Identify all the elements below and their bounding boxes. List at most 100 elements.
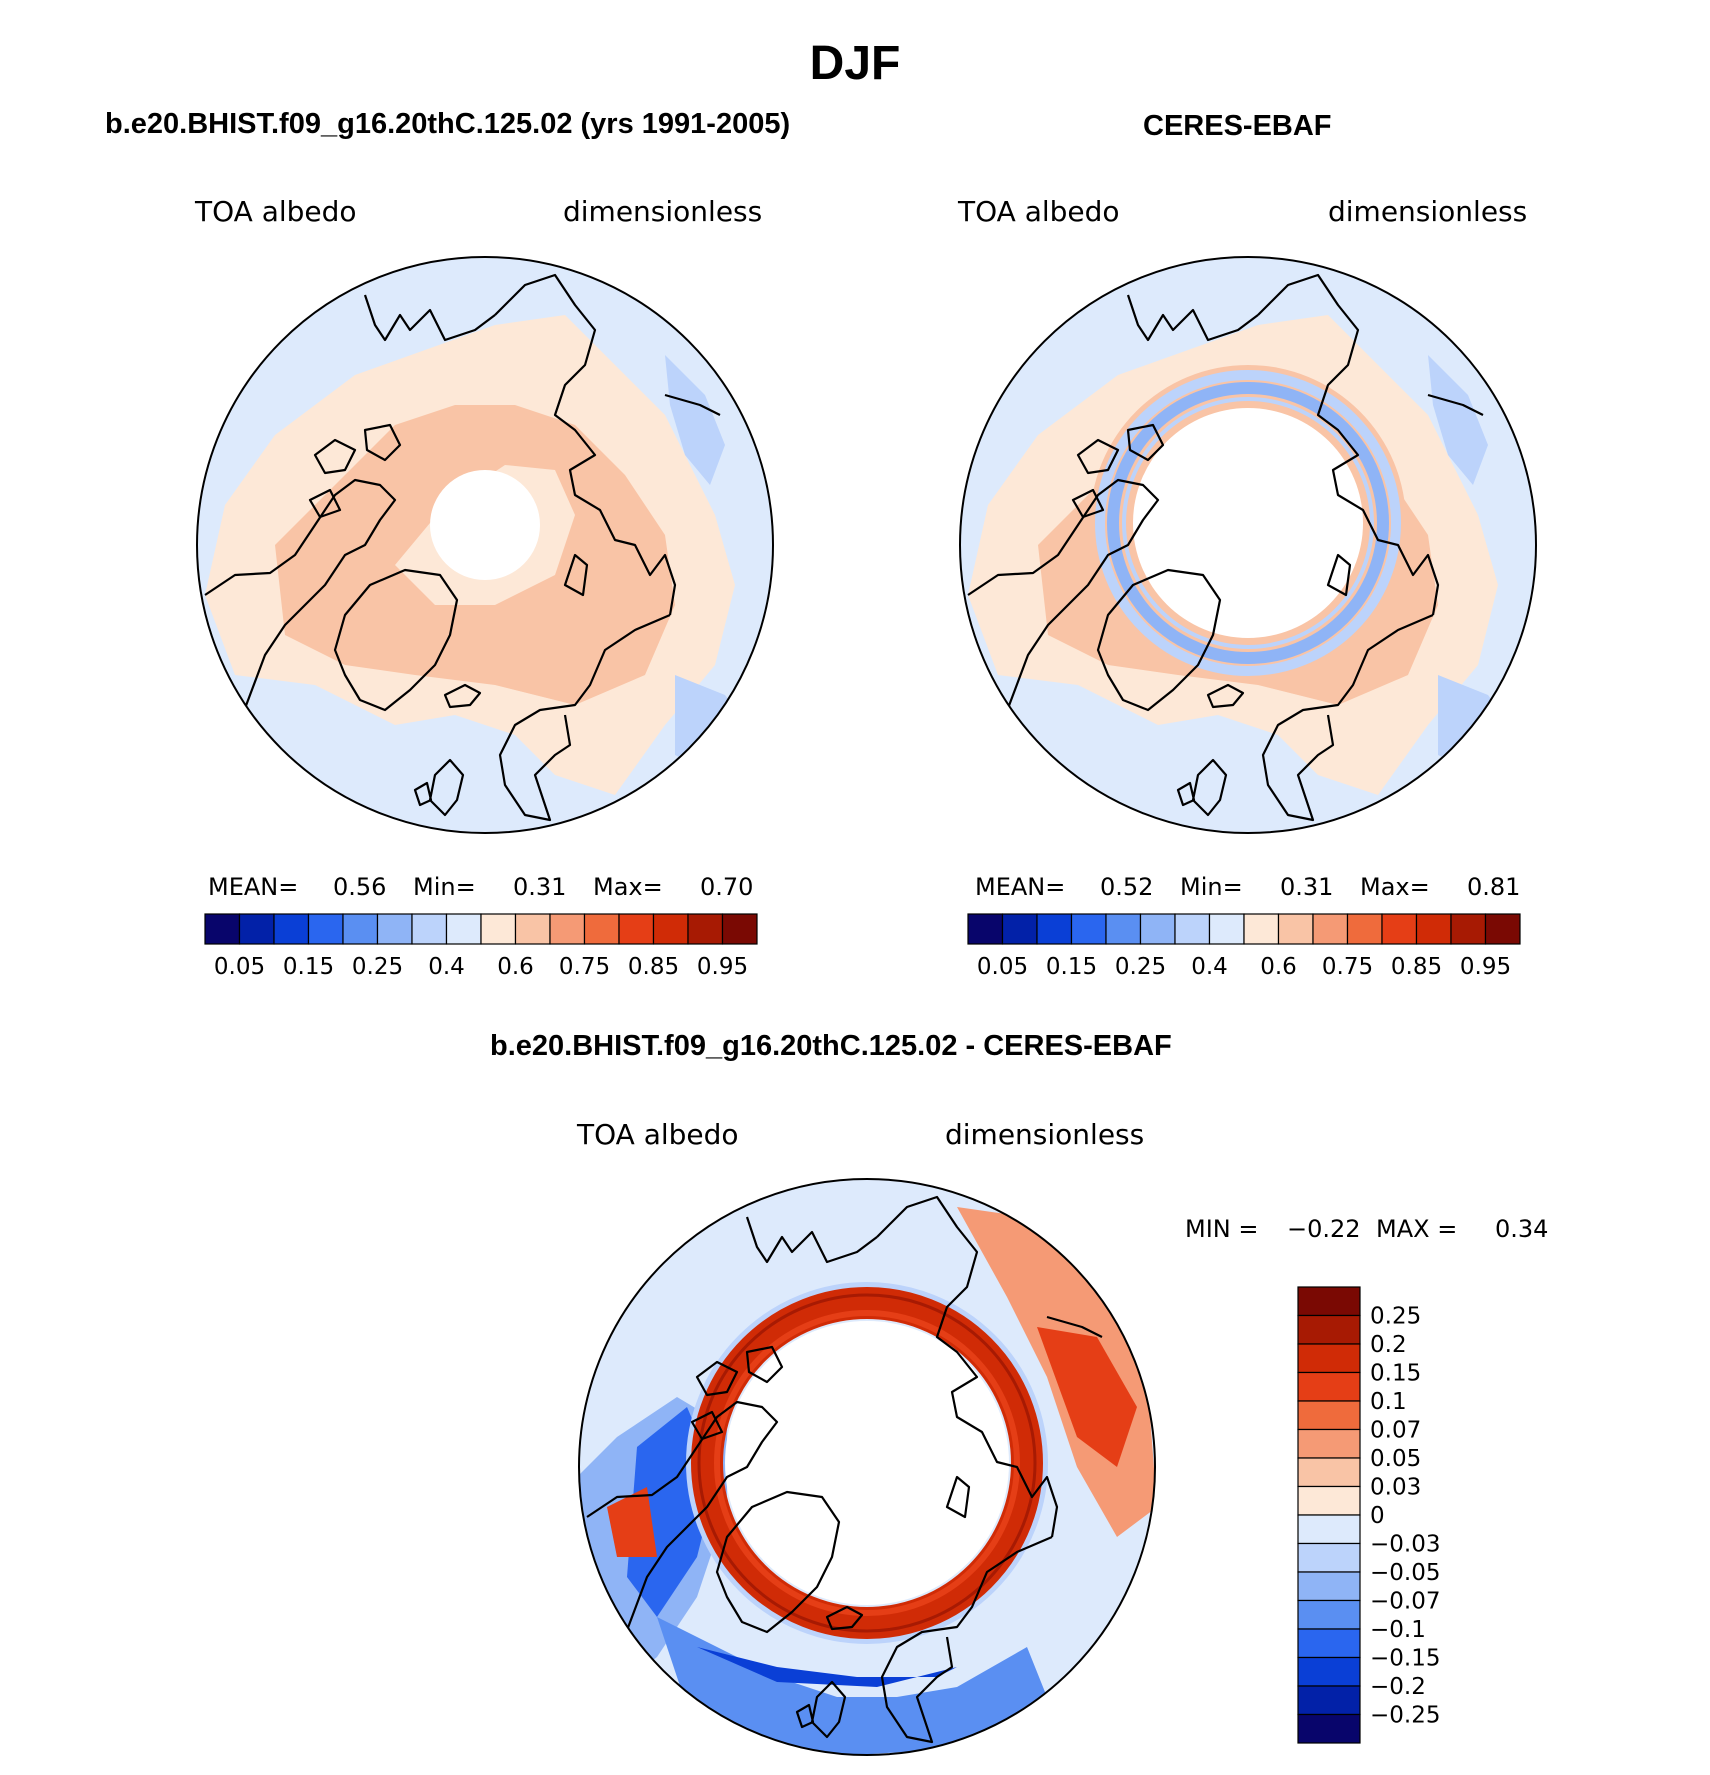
obs-colorbar-box (1105, 913, 1142, 945)
obs-coastline-iceland (1206, 683, 1245, 709)
obs-variable-label: TOA albedo (958, 195, 1120, 228)
diff-field (579, 1179, 1155, 1755)
diff-colorbar-box (1297, 1457, 1361, 1488)
obs-coastline-greenland (1096, 568, 1222, 712)
diff-colorbar-box (1297, 1685, 1361, 1716)
diff-colorbar-box (1297, 1485, 1361, 1516)
model-colorbar-box (342, 913, 379, 945)
model-colorbar-box (480, 913, 517, 945)
obs-colorbar-tick-label: 0.85 (1391, 954, 1442, 980)
model-stats-min-label: Min= (413, 873, 476, 901)
diff-colorbar-tick-label: −0.15 (1370, 1646, 1440, 1672)
diff-colorbar-tick-label: −0.07 (1370, 1589, 1440, 1615)
model-coastline-greenland (333, 568, 459, 712)
model-colorbar-box (445, 913, 482, 945)
diff-colorbar-tick-label: −0.1 (1370, 1617, 1426, 1643)
diff-coastline-iceland (825, 1605, 864, 1631)
obs-map-border (959, 256, 1537, 834)
diff-colorbar-tick-label: 0 (1370, 1503, 1385, 1529)
model-colorbar-box (376, 913, 413, 945)
model-colorbar-box (652, 913, 689, 945)
model-panel-title: b.e20.BHIST.f09_g16.20thC.125.02 (yrs 19… (105, 108, 791, 140)
model-field (197, 257, 773, 833)
obs-colorbar-box (1174, 913, 1211, 945)
obs-stats-max-value: 0.81 (1467, 873, 1521, 901)
obs-colorbar-tick-label: 0.4 (1191, 954, 1228, 980)
model-colorbar-tick-label: 0.25 (352, 954, 403, 980)
obs-colorbar-box (1346, 913, 1383, 945)
obs-colorbar-tick-label: 0.25 (1115, 954, 1166, 980)
obs-colorbar-tick-label: 0.95 (1460, 954, 1511, 980)
obs-field-ring (1107, 382, 1389, 664)
obs-colorbar-box (1450, 913, 1487, 945)
diff-coastline-alaska (745, 1216, 878, 1264)
diff-coastline-namerica (586, 1400, 779, 1658)
obs-stats-mean-value: 0.52 (1100, 873, 1154, 901)
model-colorbar-box (618, 913, 655, 945)
diff-colorbar-box (1297, 1343, 1361, 1374)
obs-field (960, 257, 1536, 833)
diff-colorbar-box (1297, 1571, 1361, 1602)
model-colorbar-tick-label: 0.05 (214, 954, 265, 980)
diff-colorbar-box (1297, 1400, 1361, 1431)
obs-colorbar-box (967, 913, 1004, 945)
model-stats-max-value: 0.70 (700, 873, 754, 901)
diff-polar-map (578, 1178, 1156, 1756)
obs-stats-mean-label: MEAN= (975, 873, 1066, 901)
diff-field-region (1037, 1327, 1137, 1467)
diff-colorbar-tick-label: 0.07 (1370, 1418, 1421, 1444)
obs-colorbar-box (1381, 913, 1418, 945)
obs-colorbar-box (1036, 913, 1073, 945)
model-colorbar-box (411, 913, 448, 945)
model-colorbar-box (687, 913, 724, 945)
obs-colorbar-box (1415, 913, 1452, 945)
diff-colorbar-box (1297, 1656, 1361, 1687)
model-coastline-alaska (363, 294, 496, 342)
diff-colorbar-tick-label: −0.05 (1370, 1560, 1440, 1586)
diff-coastline-siberia (876, 1195, 1059, 1538)
diff-colorbar-tick-label: 0.25 (1370, 1304, 1421, 1330)
model-colorbar-box (238, 913, 275, 945)
diff-colorbar-tick-label: 0.15 (1370, 1361, 1421, 1387)
obs-field-region (1428, 355, 1488, 485)
obs-colorbar-box (1277, 913, 1314, 945)
diff-units-label: dimensionless (945, 1118, 1145, 1151)
model-coastline-islands (308, 423, 402, 519)
model-coastline-siberia (494, 273, 677, 616)
diff-colorbar-box (1297, 1371, 1361, 1402)
obs-colorbar-tick-label: 0.6 (1260, 954, 1297, 980)
obs-stats-min-label: Min= (1180, 873, 1243, 901)
model-stats-max-label: Max= (593, 873, 663, 901)
diff-panel-title: b.e20.BHIST.f09_g16.20thC.125.02 - CERES… (490, 1030, 1172, 1062)
model-units-label: dimensionless (563, 195, 763, 228)
obs-units-label: dimensionless (1328, 195, 1528, 228)
obs-colorbar-box (1208, 913, 1245, 945)
model-colorbar-tick-label: 0.6 (497, 954, 534, 980)
diff-colorbar-tick-label: 0.05 (1370, 1446, 1421, 1472)
diff-colorbar-tick-label: −0.25 (1370, 1703, 1440, 1729)
obs-coastline-namerica (967, 478, 1160, 736)
model-colorbar-box (549, 913, 586, 945)
obs-colorbar-box (1312, 913, 1349, 945)
diff-colorbar-box (1297, 1286, 1361, 1317)
diff-colorbar-tick-label: 0.1 (1370, 1389, 1407, 1415)
model-colorbar-box (273, 913, 310, 945)
model-stats-min-value: 0.31 (513, 873, 567, 901)
model-colorbar-box (721, 913, 758, 945)
model-colorbar-tick-label: 0.95 (697, 954, 748, 980)
obs-field-ring (1095, 370, 1401, 676)
model-variable-label: TOA albedo (195, 195, 357, 228)
model-colorbar-tick-label: 0.85 (628, 954, 679, 980)
obs-colorbar-tick-label: 0.05 (977, 954, 1028, 980)
diff-field-region (657, 1617, 1047, 1755)
diff-field-ring (691, 1287, 1043, 1639)
diff-colorbar: 0.250.2 0.150.1 0.070.05 0.030 −0.03−0.05 −0.… (1297, 1286, 1440, 1744)
obs-colorbar-box (1484, 913, 1521, 945)
model-coastline-iceland (443, 683, 482, 709)
obs-colorbar-tick-label: 0.75 (1322, 954, 1373, 980)
obs-field-ring (1122, 397, 1374, 649)
diff-coastline-europe (880, 1535, 1053, 1744)
obs-colorbar-box (1243, 913, 1280, 945)
diff-colorbar-box (1297, 1428, 1361, 1459)
model-colorbar: 0.05 0.15 0.25 0.4 0.6 0.75 0.85 0.95 (204, 913, 758, 980)
